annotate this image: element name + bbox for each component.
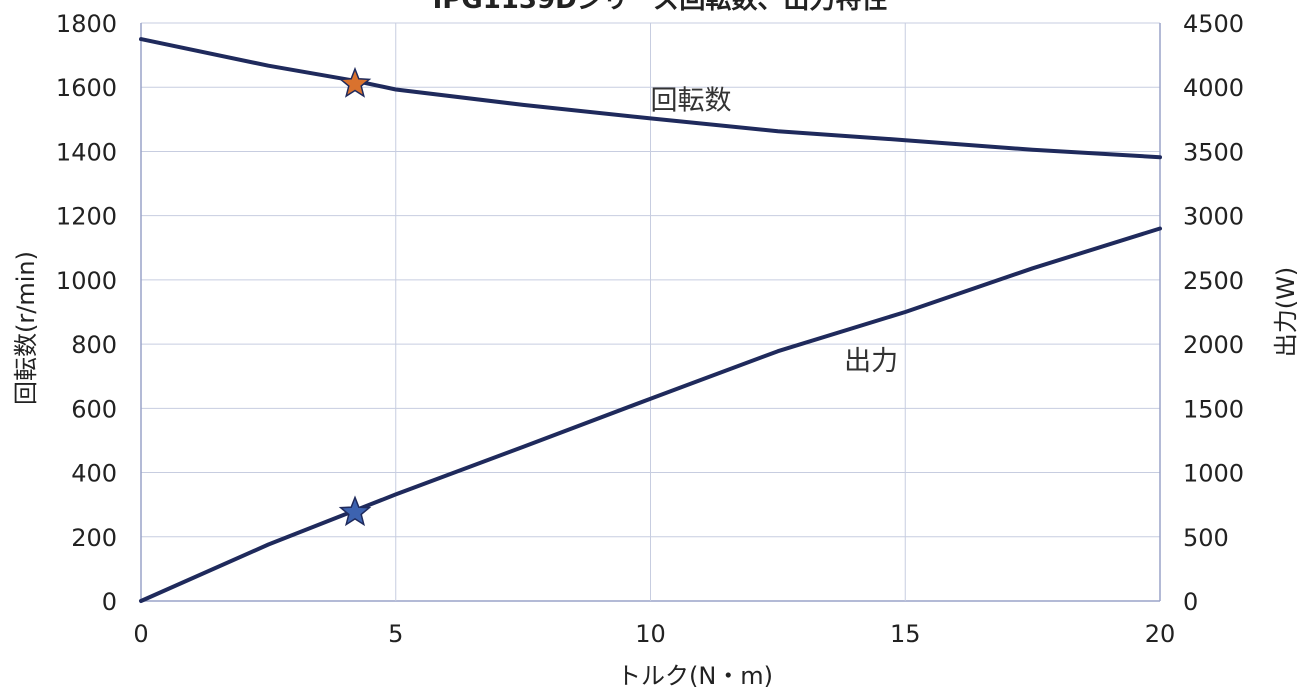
series-lines: [139, 37, 1162, 603]
left-y-tick-label: 1800: [56, 10, 117, 38]
right-y-axis-label: 出力(W): [1272, 267, 1300, 357]
left-y-tick-label: 1600: [56, 74, 117, 102]
star-marker: [338, 495, 372, 527]
chart-title: IPG1139Dシリーズ回転数、出力特性: [433, 0, 888, 15]
x-tick-label: 0: [133, 620, 148, 648]
left-y-tick-label: 400: [71, 460, 117, 488]
x-tick-label: 10: [635, 620, 666, 648]
x-tick-label: 5: [388, 620, 403, 648]
left-y-tick-label: 1400: [56, 138, 117, 166]
left-y-tick-label: 0: [102, 588, 117, 616]
left-y-tick-label: 800: [71, 331, 117, 359]
left-y-tick-labels: 0 200 400 600 800 1000 1200 1400 1600 1800: [56, 10, 117, 616]
left-y-tick-label: 1200: [56, 203, 117, 231]
right-y-tick-label: 4000: [1183, 74, 1244, 102]
right-y-tick-label: 1000: [1183, 460, 1244, 488]
right-y-tick-label: 500: [1183, 524, 1229, 552]
markers: [338, 66, 372, 527]
left-y-tick-label: 200: [71, 524, 117, 552]
left-y-tick-label: 1000: [56, 267, 117, 295]
right-y-tick-label: 0: [1183, 588, 1198, 616]
series-line: [139, 226, 1162, 603]
right-y-tick-label: 3000: [1183, 203, 1244, 231]
right-y-tick-label: 3500: [1183, 138, 1244, 166]
right-y-tick-labels: 0 500 1000 1500 2000 2500 3000 3500 4000 4500: [1183, 10, 1244, 616]
series-line: [139, 37, 1162, 160]
series-annotation: 出力: [844, 346, 898, 377]
right-y-tick-label: 2000: [1183, 331, 1244, 359]
x-axis-label: トルク(N・m): [617, 662, 773, 688]
left-y-tick-label: 600: [71, 395, 117, 423]
x-tick-label: 20: [1145, 620, 1176, 648]
right-y-tick-label: 4500: [1183, 10, 1244, 38]
series-annotation: 回転数: [651, 86, 732, 117]
star-marker: [338, 66, 372, 98]
x-tick-label: 15: [890, 620, 921, 648]
right-y-tick-label: 1500: [1183, 395, 1244, 423]
left-y-axis-label: 回転数(r/min): [12, 251, 40, 405]
x-tick-labels: 0 5 10 15 20: [133, 620, 1175, 648]
right-y-tick-label: 2500: [1183, 267, 1244, 295]
